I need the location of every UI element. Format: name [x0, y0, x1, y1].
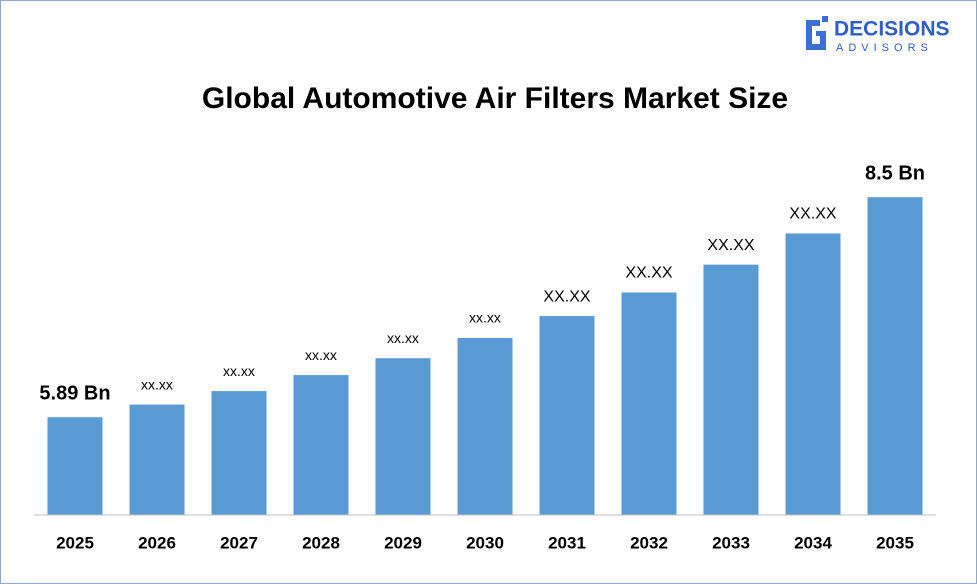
- value-label: XX.XX: [625, 265, 672, 282]
- value-label: XX.XX: [789, 206, 836, 223]
- bar: [47, 417, 103, 515]
- logo-icon: [806, 20, 826, 50]
- x-tick-label: 2034: [794, 533, 832, 552]
- value-label: 8.5 Bn: [865, 162, 925, 184]
- logo-name: DECISIONS: [834, 18, 950, 41]
- logo: DECISIONS ADVISORS: [806, 16, 950, 54]
- x-tick-label: 2035: [876, 533, 914, 552]
- value-label: XX.XX: [707, 237, 754, 254]
- x-tick-label: 2032: [630, 533, 668, 552]
- value-label: XX.XX: [543, 288, 590, 305]
- bar: [539, 316, 595, 515]
- x-tick-label: 2033: [712, 533, 750, 552]
- bar: [375, 358, 431, 515]
- x-tick-label: 2031: [548, 533, 586, 552]
- x-tick-label: 2025: [56, 533, 94, 552]
- bar: [621, 292, 677, 515]
- bar: [129, 404, 185, 515]
- value-label: xx.xx: [469, 310, 501, 326]
- bar: [867, 197, 923, 515]
- x-tick-label: 2028: [302, 533, 340, 552]
- x-tick-label: 2027: [220, 533, 258, 552]
- value-label: xx.xx: [387, 330, 419, 346]
- logo-dot: [822, 16, 828, 22]
- bar: [457, 337, 513, 515]
- bar: [293, 375, 349, 515]
- bar: [211, 391, 267, 515]
- bar: [703, 264, 759, 515]
- value-label: xx.xx: [223, 363, 255, 379]
- x-tick-label: 2029: [384, 533, 422, 552]
- value-label: 5.89 Bn: [39, 382, 110, 404]
- x-tick-label: 2026: [138, 533, 176, 552]
- value-label: xx.xx: [141, 376, 173, 392]
- x-tick-label: 2030: [466, 533, 504, 552]
- logo-tagline: ADVISORS: [836, 42, 933, 54]
- value-label: xx.xx: [305, 347, 337, 363]
- bar: [785, 233, 841, 516]
- chart-title: Global Automotive Air Filters Market Siz…: [202, 82, 788, 115]
